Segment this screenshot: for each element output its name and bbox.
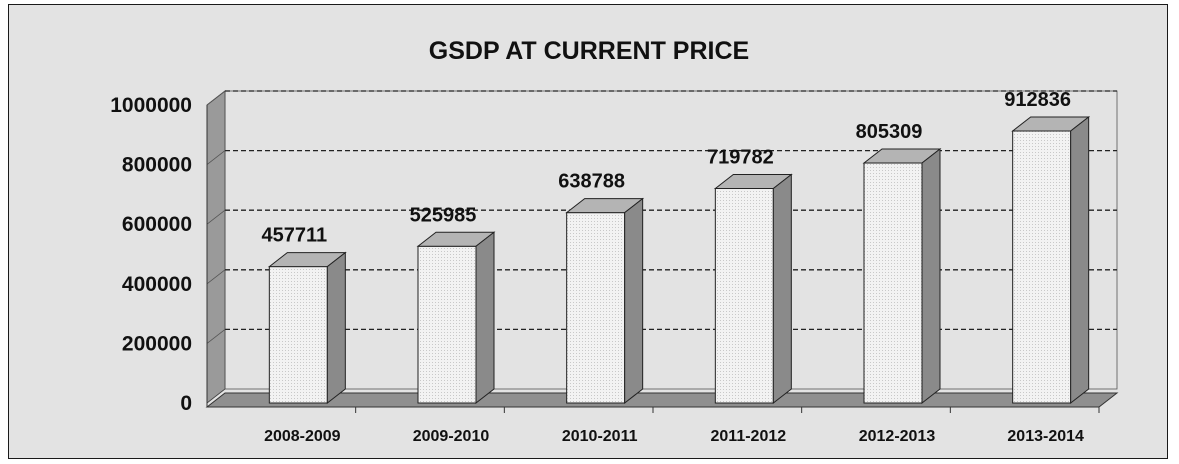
bar-side xyxy=(475,231,495,405)
y-tick-label: 400000 xyxy=(122,273,192,296)
y-tick-label: 200000 xyxy=(122,332,192,355)
gridline-side xyxy=(206,209,226,225)
bar-side xyxy=(1070,115,1090,405)
bar-side xyxy=(921,147,941,405)
bar xyxy=(863,162,923,404)
data-label: 719782 xyxy=(707,147,774,169)
chart-title: GSDP AT CURRENT PRICE xyxy=(429,37,749,65)
gridline-side xyxy=(206,329,226,344)
y-tick-label: 800000 xyxy=(122,154,192,177)
bar xyxy=(417,245,477,404)
bar-side xyxy=(772,173,792,405)
x-tick-label: 2013-2014 xyxy=(1007,428,1084,445)
bar-side xyxy=(326,251,346,405)
bar xyxy=(566,212,626,404)
data-label: 638788 xyxy=(558,171,625,193)
chart-frame: GSDP AT CURRENT PRICE 0 200000 400000 60000… xyxy=(8,4,1168,459)
side-wall xyxy=(206,90,226,404)
data-label: 805309 xyxy=(856,121,923,143)
y-tick-label: 0 xyxy=(180,392,192,415)
plot-area: 0 200000 400000 600000 800000 1000000 457711 20… xyxy=(110,89,1119,445)
data-label: 525985 xyxy=(410,204,477,226)
x-tick-label: 2009-2010 xyxy=(413,428,490,445)
y-tick-label: 600000 xyxy=(122,213,192,236)
x-tick-label: 2012-2013 xyxy=(859,428,936,445)
bar-chart: GSDP AT CURRENT PRICE 0 200000 400000 60000… xyxy=(110,37,1119,445)
gridline-side xyxy=(206,269,226,285)
gridline-side xyxy=(206,150,226,165)
x-tick-label: 2011-2012 xyxy=(711,428,787,445)
x-tick-label: 2010-2011 xyxy=(562,428,638,445)
bar xyxy=(1012,130,1072,404)
back-wall xyxy=(224,90,1118,390)
data-label: 912836 xyxy=(1004,89,1071,111)
bar-side xyxy=(624,197,644,405)
x-tick-label: 2008-2009 xyxy=(264,428,341,445)
y-tick-label: 1000000 xyxy=(110,94,192,117)
gridline-side xyxy=(206,90,226,106)
bar xyxy=(268,266,328,404)
floor xyxy=(205,392,1119,408)
data-label: 457711 xyxy=(262,225,328,247)
bar xyxy=(714,188,774,404)
